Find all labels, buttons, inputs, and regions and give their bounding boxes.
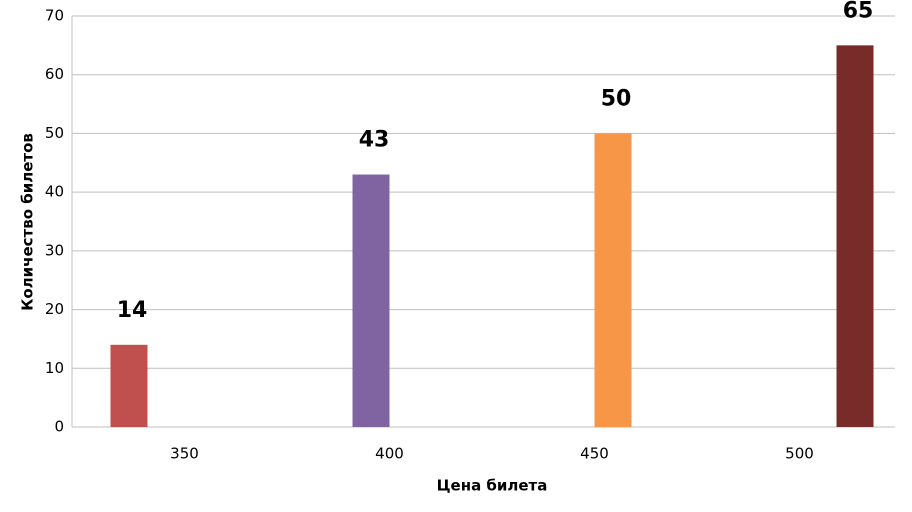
- value-label: 43: [359, 128, 390, 153]
- y-tick-label: 20: [45, 300, 64, 318]
- bar: [836, 45, 874, 427]
- value-label: 14: [117, 298, 148, 323]
- y-axis-title: Количество билетов: [19, 133, 37, 311]
- y-tick-label: 50: [45, 124, 64, 142]
- x-tick-label: 350: [170, 445, 199, 463]
- bar: [110, 344, 148, 427]
- y-tick-label: 40: [45, 183, 64, 201]
- y-tick-label: 30: [45, 241, 64, 259]
- value-label: 65: [843, 0, 874, 23]
- y-tick-label: 60: [45, 65, 64, 83]
- bar: [352, 174, 390, 427]
- value-label: 50: [601, 86, 632, 111]
- x-tick-label: 500: [785, 445, 814, 463]
- x-tick-label: 450: [580, 445, 609, 463]
- bar: [594, 133, 632, 427]
- y-tick-label: 70: [45, 7, 64, 25]
- x-axis-title: Цена билета: [437, 477, 548, 495]
- y-tick-label: 10: [45, 359, 64, 377]
- y-tick-label: 0: [54, 418, 64, 436]
- x-tick-label: 400: [375, 445, 404, 463]
